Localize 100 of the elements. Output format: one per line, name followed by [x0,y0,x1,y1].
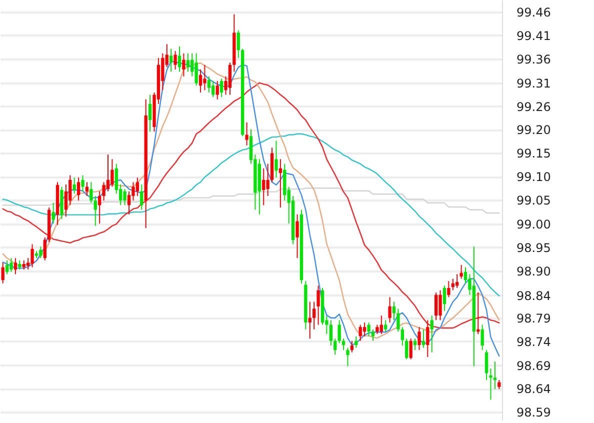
candlestick [245,122,248,146]
candlestick [438,290,442,321]
candlestick [371,328,375,342]
candlestick [85,182,89,196]
candlestick [312,301,316,330]
y-tick-label: 99.36 [516,52,551,66]
candlestick [5,260,9,275]
y-tick-label: 98.95 [516,240,551,255]
candlestick [480,324,484,351]
candlestick [484,350,488,380]
candlestick [39,246,42,259]
candlestick [212,80,215,98]
y-tick-label: 98.59 [516,406,551,420]
candlestick [367,322,370,337]
candlestick [1,262,4,284]
candlestick [30,244,34,268]
candlestick [106,154,110,192]
candlestick [216,80,219,100]
y-tick-label: 98.79 [516,311,551,326]
candlestick [426,320,430,358]
candlestick [409,338,412,360]
y-tick-label: 99.05 [516,194,551,208]
line-series [2,133,500,296]
candlestick [236,30,240,58]
y-tick-label: 99.15 [516,146,551,161]
candlestick [358,324,362,342]
candlestick [102,182,106,202]
candlestick [413,338,417,351]
y-tick-label: 99.10 [516,170,551,184]
candlestick [81,174,84,192]
candlestick [447,280,450,298]
y-tick-label: 99.41 [516,28,551,43]
candlestick [405,338,408,360]
candlestick [76,177,80,202]
candlestick [442,285,446,312]
candlestick [198,68,202,93]
candlestick [98,190,102,224]
candlestick [52,202,55,224]
candlestick [123,188,126,206]
candlestick [329,320,332,346]
y-tick-label: 99.26 [516,100,551,114]
candlestick [262,168,266,206]
candlestick [308,301,312,340]
candlestick [140,184,144,210]
candlestick [203,64,206,91]
candlestick [228,62,232,96]
candlestick [493,361,497,390]
candlestick [342,338,346,351]
candlestick [22,260,26,270]
candlestick [148,94,152,132]
candlestick [430,315,434,353]
candlestick [396,308,400,332]
candlestick [498,379,501,390]
candlestick [422,328,426,348]
candlestick [388,296,392,323]
candlestick [10,258,13,272]
candlestick [72,177,76,194]
candlestick [296,214,299,259]
candlestick [278,158,282,208]
candlestick [182,52,186,77]
candlestick [186,52,190,72]
y-tick-label: 98.64 [516,382,551,396]
candlestick [132,182,135,202]
candlestick [274,140,278,178]
candlestick [170,48,173,72]
candlestick [68,174,72,206]
candlestick [451,278,454,291]
candlestick [220,78,224,98]
y-tick-label: 98.90 [516,264,551,278]
candlestick [174,50,177,70]
candlestick [384,320,388,332]
y-tick-label: 99.20 [516,123,551,138]
candlestick [207,76,211,93]
y-tick-label: 99.46 [516,5,551,20]
candlestick [90,182,93,204]
y-tick-label: 98.69 [516,358,551,373]
candlestick [178,46,182,72]
line-series [2,188,500,214]
candlestick [194,52,198,86]
candlestick [434,292,438,321]
candlestick [489,368,492,400]
candlestick [18,260,22,270]
candlestick [380,315,383,334]
candlestick [418,326,421,351]
y-tick-label: 99.31 [516,76,551,90]
candlestick [316,285,320,326]
candlestick [127,190,131,215]
candlestick [43,236,46,261]
candlestick [338,320,341,344]
candlestick [14,258,18,275]
y-tick-label: 99.00 [516,218,551,232]
candlestick [362,322,366,337]
candlestick [350,340,354,353]
candlestick [136,177,140,196]
candlestick [376,324,379,334]
candlestick [460,264,463,280]
candlestick [392,301,396,321]
candlestick [334,338,337,356]
candlestick [64,184,68,218]
y-tick-label: 98.74 [516,334,551,349]
